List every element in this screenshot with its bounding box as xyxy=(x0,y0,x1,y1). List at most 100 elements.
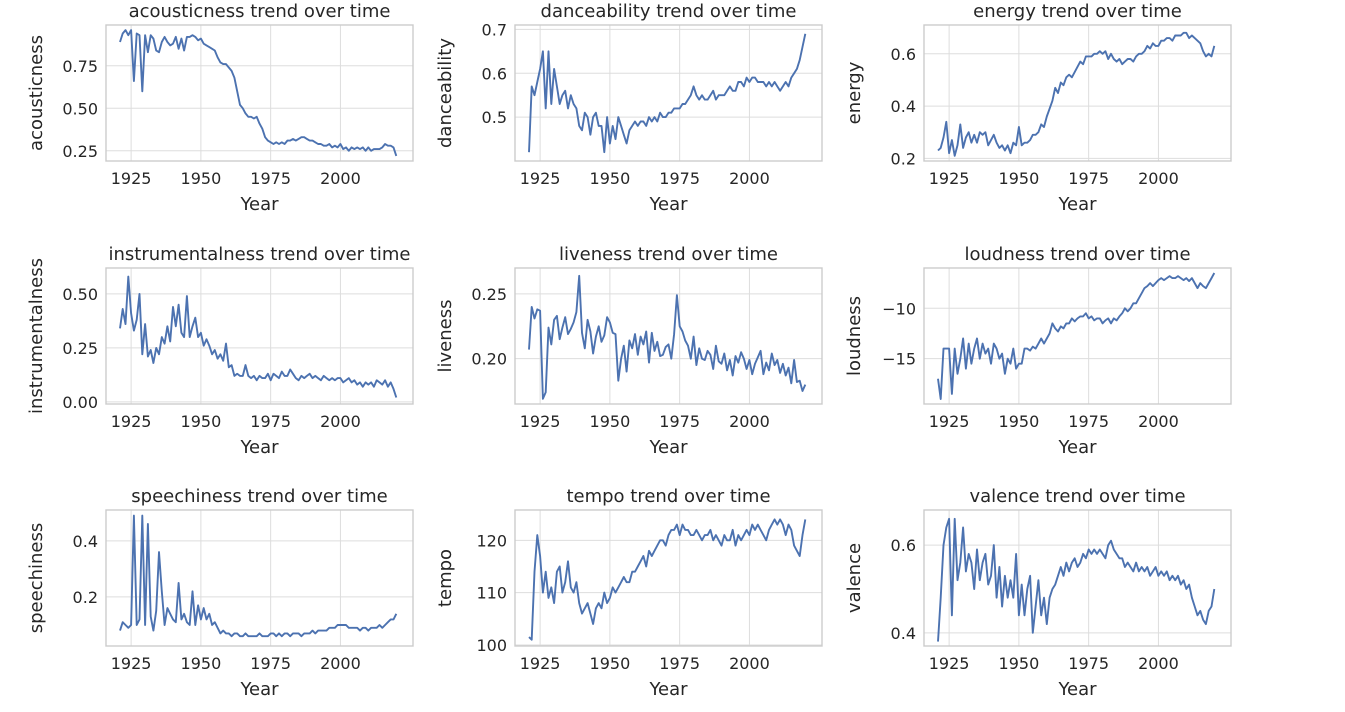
x-tick-label: 1925 xyxy=(929,169,970,188)
series-line xyxy=(937,517,1216,642)
y-tick-label: 0.25 xyxy=(62,339,98,358)
y-axis-label: tempo xyxy=(435,549,456,607)
y-tick-label: 0.4 xyxy=(73,532,98,551)
subplot-title: danceability trend over time xyxy=(541,1,797,22)
plot-frame xyxy=(105,509,414,647)
x-tick-label: 1925 xyxy=(520,654,561,673)
series-line xyxy=(528,518,807,641)
x-tick-label: 1925 xyxy=(111,169,152,188)
x-tick-label: 1925 xyxy=(111,654,152,673)
x-tick-label: 1975 xyxy=(250,169,291,188)
y-tick-label: 0.6 xyxy=(482,64,507,83)
x-tick-label: 2000 xyxy=(1138,169,1179,188)
y-tick-label: 0.00 xyxy=(62,393,98,412)
y-tick-label: 110 xyxy=(476,584,507,603)
y-tick-label: 0.2 xyxy=(73,588,98,607)
subplot-title: valence trend over time xyxy=(969,486,1185,507)
x-axis-label: Year xyxy=(239,679,279,700)
y-tick-label: 0.7 xyxy=(482,20,507,39)
x-tick-label: 1925 xyxy=(929,412,970,431)
series-line xyxy=(937,31,1216,157)
subplot: 1925 1950 1975 2000 0.2 0.4 0.6 energy trend ov… xyxy=(844,1,1232,215)
x-tick-label: 1925 xyxy=(111,412,152,431)
subplot: 1925 1950 1975 2000 0.4 0.6 valence trend over… xyxy=(844,486,1232,700)
series-line xyxy=(119,514,398,638)
series-line xyxy=(937,272,1216,400)
x-axis-label: Year xyxy=(648,194,688,215)
x-tick-label: 1950 xyxy=(181,412,222,431)
x-axis-label: Year xyxy=(239,437,279,458)
x-axis-label: Year xyxy=(1057,437,1097,458)
plot-frame xyxy=(923,509,1232,647)
x-tick-label: 1975 xyxy=(250,412,291,431)
y-tick-label: 0.20 xyxy=(471,350,507,369)
series-line xyxy=(119,275,398,398)
x-tick-label: 1950 xyxy=(590,412,631,431)
x-tick-label: 1950 xyxy=(999,169,1040,188)
subplot: 1925 1950 1975 2000 0.00 0.25 0.50 instrumental… xyxy=(26,244,414,458)
plot-frame xyxy=(514,24,823,162)
x-tick-label: 1950 xyxy=(999,654,1040,673)
plot-frame xyxy=(923,267,1232,405)
x-axis-label: Year xyxy=(1057,679,1097,700)
x-tick-label: 2000 xyxy=(320,169,361,188)
x-tick-label: 1950 xyxy=(590,169,631,188)
subplot-title: loudness trend over time xyxy=(964,244,1190,265)
x-tick-label: 1950 xyxy=(999,412,1040,431)
x-tick-label: 1950 xyxy=(181,169,222,188)
x-tick-label: 2000 xyxy=(729,169,770,188)
x-tick-label: 1925 xyxy=(929,654,970,673)
subplot: 1925 1950 1975 2000 0.2 0.4 speechiness trend … xyxy=(26,486,414,700)
subplot-title: energy trend over time xyxy=(973,1,1182,22)
subplot-title: acousticness trend over time xyxy=(129,1,391,22)
subplot: 1925 1950 1975 2000 0.20 0.25 liveness trend o… xyxy=(435,244,823,458)
y-tick-label: 0.2 xyxy=(891,149,916,168)
plot-frame xyxy=(105,24,414,162)
y-axis-label: liveness xyxy=(435,300,456,373)
x-tick-label: 1975 xyxy=(1068,412,1109,431)
y-tick-label: 0.6 xyxy=(891,45,916,64)
y-axis-label: acousticness xyxy=(26,35,47,151)
subplot-title: instrumentalness trend over time xyxy=(109,244,411,265)
y-tick-label: 0.5 xyxy=(482,108,507,127)
y-axis-label: danceability xyxy=(435,38,456,148)
y-axis-label: energy xyxy=(844,61,865,124)
x-tick-label: 1975 xyxy=(1068,169,1109,188)
y-axis-label: loudness xyxy=(844,296,865,376)
subplot: 1925 1950 1975 2000 0.5 0.6 0.7 danceability tr… xyxy=(435,1,823,215)
y-tick-label: 0.75 xyxy=(62,57,98,76)
series-line xyxy=(528,33,807,154)
x-tick-label: 1975 xyxy=(1068,654,1109,673)
x-tick-label: 1925 xyxy=(520,169,561,188)
x-tick-label: 2000 xyxy=(1138,412,1179,431)
y-axis-label: speechiness xyxy=(26,523,47,634)
x-tick-label: 1975 xyxy=(659,654,700,673)
x-tick-label: 2000 xyxy=(1138,654,1179,673)
y-tick-label: 0.50 xyxy=(62,99,98,118)
y-tick-label: 120 xyxy=(476,531,507,550)
y-tick-label: −10 xyxy=(882,299,916,318)
x-tick-label: 1975 xyxy=(659,412,700,431)
x-tick-label: 2000 xyxy=(729,412,770,431)
subplot: 1925 1950 1975 2000 0.25 0.50 0.75 acousticness… xyxy=(26,1,414,215)
y-tick-label: 0.4 xyxy=(891,97,916,116)
plot-frame xyxy=(514,509,823,647)
x-tick-label: 1925 xyxy=(520,412,561,431)
subplot-title: tempo trend over time xyxy=(566,486,770,507)
x-tick-label: 2000 xyxy=(729,654,770,673)
y-tick-label: 0.25 xyxy=(62,142,98,161)
x-tick-label: 1950 xyxy=(181,654,222,673)
series-line xyxy=(528,274,807,400)
plot-frame xyxy=(105,267,414,405)
x-axis-label: Year xyxy=(239,194,279,215)
subplot-title: speechiness trend over time xyxy=(131,486,387,507)
subplot-title: liveness trend over time xyxy=(559,244,778,265)
x-axis-label: Year xyxy=(1057,194,1097,215)
y-tick-label: 0.25 xyxy=(471,285,507,304)
y-axis-label: instrumentalness xyxy=(26,258,47,414)
y-tick-label: 100 xyxy=(476,636,507,655)
x-tick-label: 1950 xyxy=(590,654,631,673)
subplot: 1925 1950 1975 2000 −15 −10 loudness trend ove… xyxy=(844,244,1232,458)
y-axis-label: valence xyxy=(844,543,865,613)
